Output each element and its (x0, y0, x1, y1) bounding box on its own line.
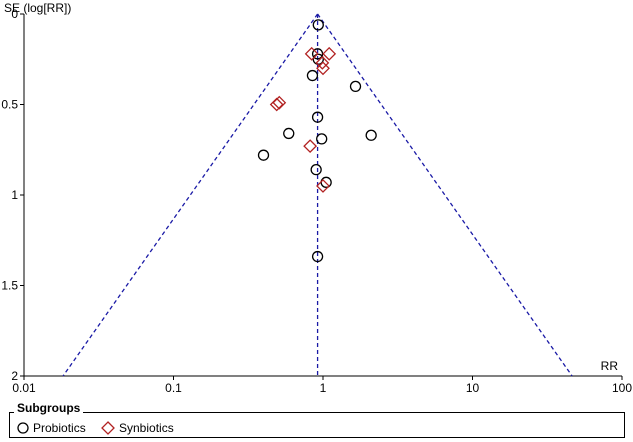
legend-label-probiotics: Probiotics (33, 421, 86, 435)
y-tick-label: 1.5 (1, 279, 18, 293)
legend-title: Subgroups (14, 401, 84, 415)
diamond-marker-icon (101, 421, 115, 435)
x-tick-label: 0.1 (165, 381, 182, 395)
x-tick-label: 1 (320, 381, 327, 395)
probiotics-point (310, 164, 322, 176)
synbiotics-point (315, 55, 330, 70)
legend-item-probiotics: Probiotics (16, 420, 86, 436)
synbiotics-point (316, 179, 330, 193)
probiotics-point (283, 127, 295, 140)
y-axis-title: SE (log[RR]) (4, 1, 71, 15)
circle-marker-icon (17, 422, 29, 434)
probiotics-point (257, 149, 270, 161)
y-ticks: 0 0.5 1 1.5 2 (1, 7, 24, 383)
legend-label-synbiotics: Synbiotics (119, 421, 174, 435)
synbiotics-point (322, 46, 337, 61)
y-tick-label: 0.5 (1, 98, 18, 112)
plot-area: 0.01 0.1 1 10 100 0 0.5 1 1.5 2 SE (log[RR]) RR (1, 1, 632, 395)
probiotics-point (316, 133, 328, 145)
synbiotics-point (316, 61, 330, 76)
y-tick-label: 0 (11, 7, 18, 21)
y-tick-label: 2 (11, 369, 18, 383)
x-tick-label: 10 (466, 381, 480, 395)
legend-box (9, 412, 625, 438)
probiotics-point (365, 129, 377, 141)
probiotics-point (349, 80, 362, 93)
data-points (257, 19, 377, 263)
x-ticks: 0.01 0.1 1 10 100 (12, 376, 632, 395)
probiotics-point (312, 19, 324, 31)
synbiotics-point (303, 139, 318, 154)
x-axis-title: RR (601, 359, 619, 373)
synbiotics-point (304, 46, 319, 61)
synbiotics-point (272, 95, 287, 110)
x-tick-label: 0.01 (12, 381, 36, 395)
funnel-lines (62, 13, 573, 377)
funnel-left-line (62, 13, 319, 377)
synbiotics-point (269, 97, 284, 112)
probiotics-point (311, 250, 324, 263)
x-tick-label: 100 (612, 381, 632, 395)
probiotics-point (311, 111, 324, 123)
funnel-right-line (317, 13, 573, 377)
probiotics-point (306, 69, 319, 82)
y-tick-label: 1 (11, 188, 18, 202)
legend-item-synbiotics: Synbiotics (100, 420, 174, 436)
